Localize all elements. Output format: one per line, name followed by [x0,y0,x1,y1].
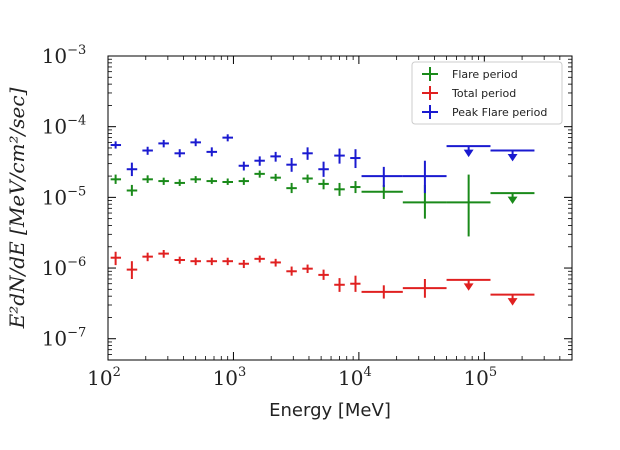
data-point [254,255,265,263]
data-point [190,176,201,183]
data-point [174,256,186,264]
series-flare-period [110,170,535,237]
data-point [446,145,491,158]
y-tick-label: 10−3 [42,43,87,68]
data-point [318,269,329,280]
data-point [270,151,281,162]
series-peak-flare-period [110,134,535,194]
data-point [110,251,122,266]
data-point [142,146,153,155]
data-point [206,147,218,157]
data-point [402,160,447,194]
x-tick-label: 104 [338,365,372,390]
data-point [286,182,297,194]
data-point [238,161,249,171]
data-point [142,175,153,183]
data-point [446,278,491,291]
data-point [142,252,153,262]
x-tick-label: 103 [213,365,247,390]
data-point [110,141,122,149]
data-point [490,293,535,306]
axes-layer: 102 103 104 105 10−7 10−6 10−5 10−4 10−3 [42,43,573,390]
axis-labels: Energy [MeV] E²dN/dE [MeV/cm²/sec] [5,87,391,421]
y-tick-label: 10−6 [42,255,87,280]
data-layer [110,134,535,306]
data-point [126,184,138,196]
data-point [286,158,297,172]
data-point [206,177,218,184]
y-tick-label: 10−7 [42,326,87,351]
y-tick-label: 10−5 [42,184,87,209]
data-point [174,149,186,158]
data-point [350,275,361,292]
data-point [222,178,234,185]
data-point [302,174,313,183]
x-tick-label: 105 [463,365,497,390]
data-point [190,138,201,147]
data-point [302,147,313,160]
data-point [222,134,234,142]
legend-label: Flare period [452,68,518,81]
data-point [158,177,169,185]
data-point [286,266,297,276]
data-point [334,182,345,196]
x-axis-label: Energy [MeV] [269,400,391,421]
y-tick-label: 10−4 [42,114,87,139]
data-point [238,177,249,185]
data-point [126,261,138,279]
data-point [238,259,249,269]
legend-box [411,61,563,125]
data-point [302,264,313,274]
series-total-period [110,249,535,306]
data-point [490,192,535,204]
data-point [126,162,138,177]
legend-label: Total period [451,87,516,100]
x-tick-label: 102 [87,365,121,390]
data-point [270,258,281,267]
data-point [350,181,361,194]
data-point [361,285,403,299]
data-point [334,148,345,164]
data-point [318,179,329,190]
data-point [490,149,535,162]
legend: Flare period Total period Peak Flare perio… [411,61,563,125]
data-point [270,173,281,182]
data-point [158,139,169,148]
data-point [446,174,491,237]
data-point [222,257,234,266]
data-point [174,179,186,186]
data-point [361,166,403,188]
data-point [110,174,122,184]
data-point [402,278,447,298]
data-point [190,257,201,266]
data-point [206,257,218,266]
data-point [318,161,329,177]
legend-label: Peak Flare period [452,106,547,119]
data-point [334,278,345,292]
data-point [158,249,169,258]
data-point [361,184,403,199]
data-point [254,170,265,178]
data-point [254,156,265,166]
y-axis-label: E²dN/dE [MeV/cm²/sec] [5,87,29,329]
data-point [350,149,361,169]
